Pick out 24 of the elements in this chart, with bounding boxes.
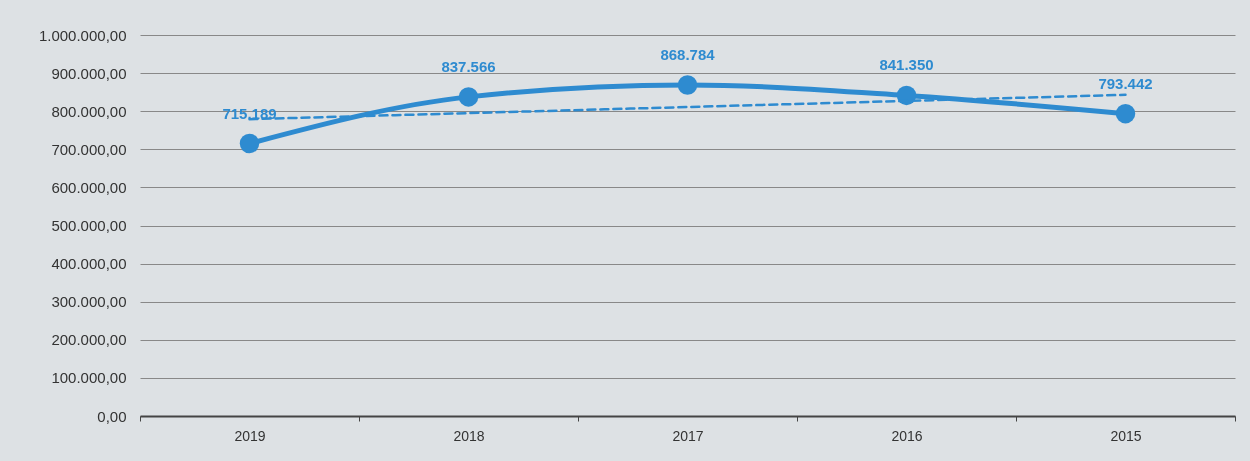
y-tick-label: 900.000,00 xyxy=(51,64,127,82)
x-tick-label: 2016 xyxy=(891,427,923,444)
x-tick-label: 2017 xyxy=(672,427,704,444)
y-tick-label: 400.000,00 xyxy=(51,255,127,273)
data-label: 841.350 xyxy=(879,56,934,74)
y-tick-label: 0,00 xyxy=(97,407,127,425)
point xyxy=(677,75,698,95)
point xyxy=(239,133,260,154)
data-label: 868.784 xyxy=(660,45,716,63)
y-tick-label: 500.000,00 xyxy=(51,217,127,234)
data-label: 793.442 xyxy=(1098,74,1153,92)
x-tick-label: 2019 xyxy=(234,427,266,444)
y-tick-label: 600.000,00 xyxy=(51,178,127,196)
y-tick-label: 1.000.000,00 xyxy=(38,26,127,44)
y-tick-label: 800.000,00 xyxy=(51,102,127,120)
x-tick-label: 2018 xyxy=(453,427,485,444)
point xyxy=(1115,103,1136,124)
x-tick-label: 2015 xyxy=(1110,427,1142,444)
data-label: 837.566 xyxy=(441,57,496,75)
y-tick-label: 300.000,00 xyxy=(51,293,127,311)
y-tick-label: 700.000,00 xyxy=(51,140,127,158)
y-tick-label: 100.000,00 xyxy=(51,369,127,387)
point xyxy=(458,87,479,107)
y-tick-label: 200.000,00 xyxy=(51,331,127,349)
